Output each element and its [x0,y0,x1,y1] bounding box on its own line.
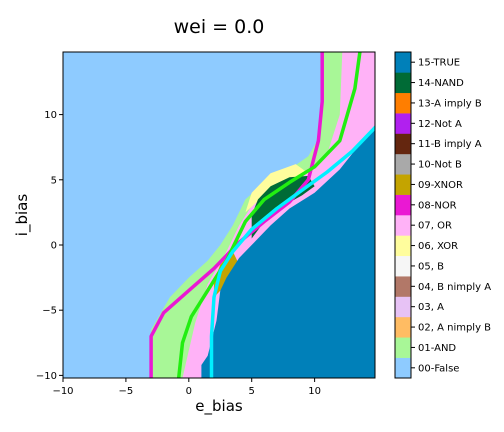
x-tick-label: 5 [249,386,255,397]
colorbar-swatch-09-xnor [395,174,411,195]
colorbar-label: 11-B imply A [418,139,482,150]
chart-title: wei = 0.0 [174,16,265,38]
y-tick-label: 0 [51,240,57,251]
x-tick-label: −5 [119,386,134,397]
x-tick-label: 0 [186,386,192,397]
colorbar: 00-False 01-AND 02, A nimply B 03, A 04, B n… [395,52,491,378]
colorbar-swatch-11-b-imply-a [395,134,411,155]
colorbar-label: 12-Not A [418,119,462,130]
colorbar-swatch-10-not-b [395,154,411,175]
colorbar-label: 04, B nimply A [418,282,491,293]
y-axis-ticks: −10 −5 0 5 10 [36,110,63,382]
colorbar-label: 05, B [418,261,444,272]
colorbar-swatch-15-true [395,52,411,73]
colorbar-swatch-04-b-nimply-a [395,276,411,297]
colorbar-label: 03, A [418,302,444,313]
colorbar-swatch-08-nor [395,195,411,216]
y-tick-label: 5 [51,175,57,186]
colorbar-label: 15-TRUE [418,58,460,69]
colorbar-swatch-05-b [395,256,411,277]
colorbar-label: 10-Not B [418,160,462,171]
x-tick-label: 10 [308,386,321,397]
colorbar-label: 08-NOR [418,200,457,211]
y-axis-label: i_bias [13,194,32,237]
colorbar-swatch-13-a-imply-b [395,93,411,114]
colorbar-label: 07, OR [418,221,452,232]
colorbar-label: 14-NAND [418,78,464,89]
colorbar-swatch-12-not-a [395,113,411,134]
colorbar-label: 06, XOR [418,241,458,252]
x-axis-ticks: −10 −5 0 5 10 [52,378,321,397]
colorbar-swatch-01-and [395,337,411,358]
colorbar-swatch-03-a [395,297,411,318]
colorbar-label: 09-XNOR [418,180,463,191]
y-tick-label: −5 [42,306,57,317]
colorbar-swatch-06-xor [395,235,411,256]
y-tick-label: 10 [44,110,57,121]
colorbar-swatch-07-or [395,215,411,236]
colorbar-label: 01-AND [418,343,456,354]
colorbar-swatch-02-a-nimply-b [395,317,411,338]
colorbar-label: 00-False [418,363,459,374]
plot-area: −10 −5 0 5 10 −10 −5 0 5 10 [36,52,375,397]
x-tick-label: −10 [52,386,73,397]
colorbar-label: 02, A nimply B [418,323,491,334]
colorbar-swatch-00-false [395,358,411,379]
x-axis-label: e_bias [195,397,243,416]
colorbar-swatch-14-nand [395,72,411,93]
colorbar-label: 13-A imply B [418,98,482,109]
y-tick-label: −10 [36,371,57,382]
